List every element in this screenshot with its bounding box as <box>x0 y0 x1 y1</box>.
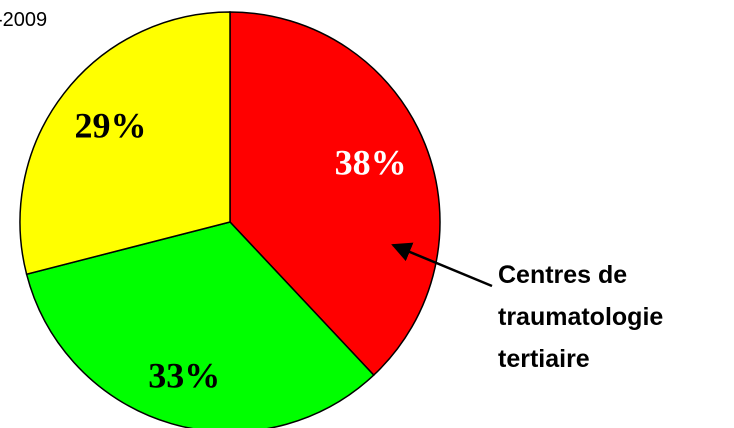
annotation: tertiaire <box>498 345 590 373</box>
pie-slice <box>229 11 441 377</box>
annotation: Centres de <box>498 261 627 289</box>
data-label: 33% <box>148 356 220 396</box>
pie-slice <box>19 11 231 276</box>
pie <box>19 11 441 428</box>
data-label: 38% <box>335 143 407 183</box>
annotation: traumatologie <box>498 303 663 331</box>
pie-slice <box>25 221 375 428</box>
chart-title: -2009 <box>0 9 47 31</box>
data-label: 29% <box>75 106 147 146</box>
annotation-arrow <box>391 242 493 288</box>
